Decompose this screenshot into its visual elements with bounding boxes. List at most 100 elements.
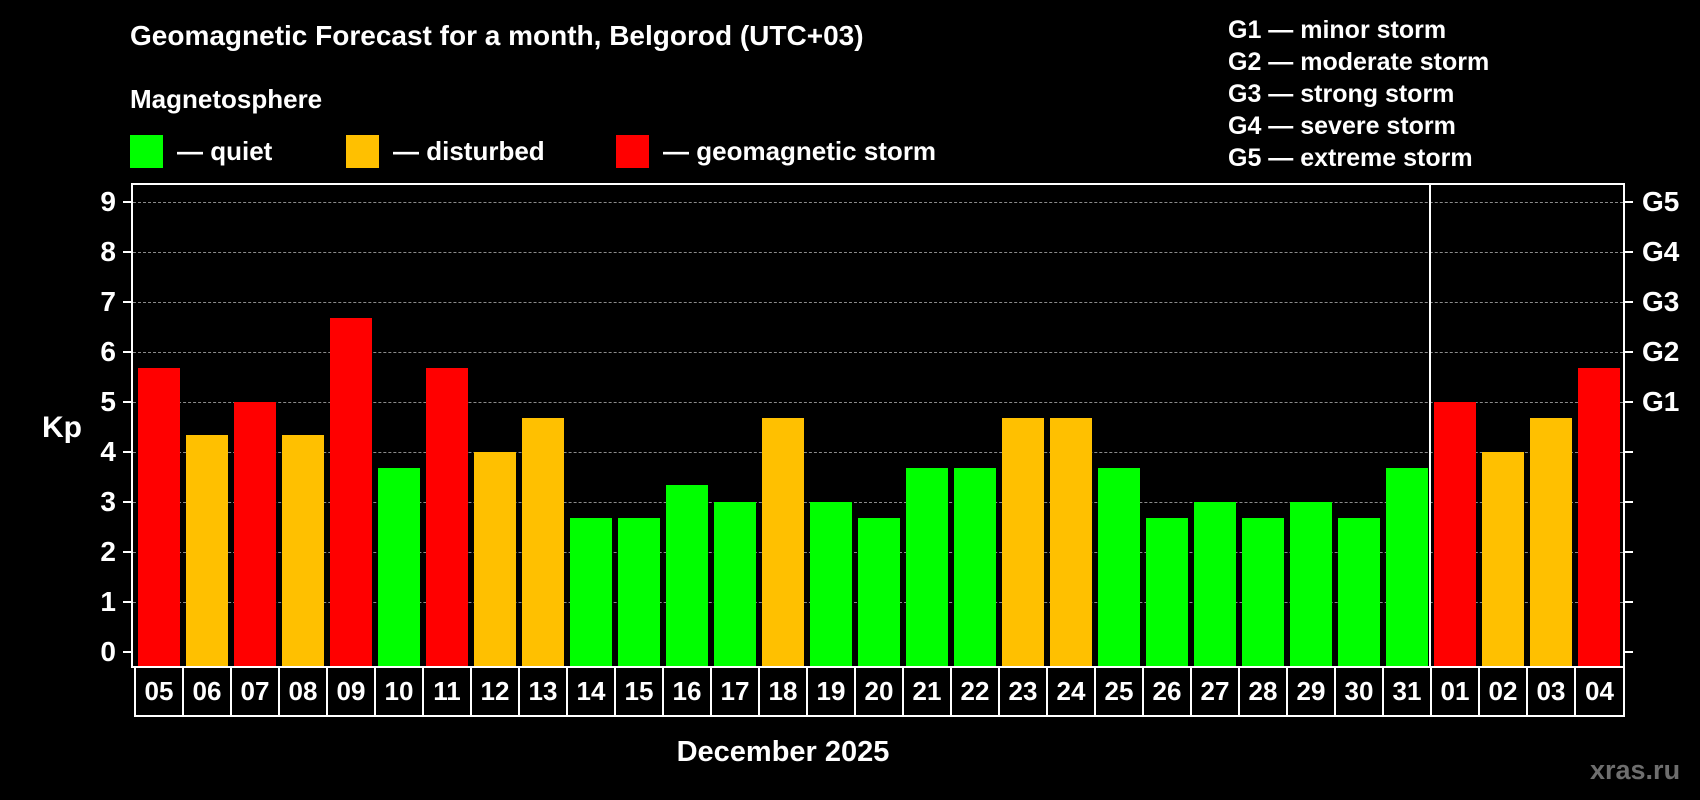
date-label: 30 bbox=[1336, 667, 1384, 715]
date-label: 06 bbox=[184, 667, 232, 715]
legend-label: — quiet bbox=[177, 136, 273, 166]
y-tick-label: 5 bbox=[100, 386, 116, 417]
bar-24 bbox=[1050, 418, 1092, 668]
right-tick bbox=[1625, 301, 1633, 303]
storm-scale-g5: G5 — extreme storm bbox=[1228, 144, 1473, 172]
date-label: 07 bbox=[232, 667, 280, 715]
date-label: 24 bbox=[1048, 667, 1096, 715]
bar-13 bbox=[522, 418, 564, 668]
right-tick bbox=[1625, 401, 1633, 403]
date-label: 05 bbox=[136, 667, 184, 715]
date-label: 08 bbox=[280, 667, 328, 715]
date-label: 15 bbox=[616, 667, 664, 715]
date-label: 09 bbox=[328, 667, 376, 715]
y-tick-label: 3 bbox=[100, 486, 116, 517]
date-label: 20 bbox=[856, 667, 904, 715]
bar-01 bbox=[1434, 402, 1476, 668]
storm-scale-g4: G4 — severe storm bbox=[1228, 112, 1456, 140]
bar-30 bbox=[1338, 518, 1380, 668]
date-label: 01 bbox=[1432, 667, 1480, 715]
bar-20 bbox=[858, 518, 900, 668]
storm-swatch bbox=[616, 135, 649, 168]
bar-10 bbox=[378, 468, 420, 668]
bar-11 bbox=[426, 368, 468, 668]
legend-item-storm: — geomagnetic storm bbox=[616, 135, 936, 168]
date-label: 17 bbox=[712, 667, 760, 715]
y-tick-label: 0 bbox=[100, 636, 116, 667]
date-label: 31 bbox=[1384, 667, 1432, 715]
date-label: 26 bbox=[1144, 667, 1192, 715]
chart-title: Geomagnetic Forecast for a month, Belgor… bbox=[130, 20, 864, 51]
storm-level-label: G5 bbox=[1642, 186, 1680, 217]
date-label: 14 bbox=[568, 667, 616, 715]
right-tick bbox=[1625, 501, 1633, 503]
y-tick bbox=[123, 201, 131, 203]
storm-scale-g2: G2 — moderate storm bbox=[1228, 48, 1490, 76]
date-label: 25 bbox=[1096, 667, 1144, 715]
date-axis: 05 06 07 08 09 10 11 12 13 14 15 16 17 18 19 20 21 22 23 24… bbox=[134, 667, 1625, 717]
bar-12 bbox=[474, 452, 516, 668]
right-tick bbox=[1625, 651, 1633, 653]
legend-heading: Magnetosphere bbox=[130, 84, 323, 114]
date-label: 13 bbox=[520, 667, 568, 715]
bar-08 bbox=[282, 435, 324, 668]
bar-23 bbox=[1002, 418, 1044, 668]
date-label: 03 bbox=[1528, 667, 1576, 715]
y-tick-label: 4 bbox=[100, 436, 116, 467]
bar-19 bbox=[810, 502, 852, 668]
y-tick-label: 6 bbox=[100, 336, 116, 367]
date-label: 11 bbox=[424, 667, 472, 715]
date-label: 19 bbox=[808, 667, 856, 715]
bar-04 bbox=[1578, 368, 1620, 668]
bar-07 bbox=[234, 402, 276, 668]
bar-31 bbox=[1386, 468, 1428, 668]
gridline bbox=[133, 502, 1623, 503]
date-label: 22 bbox=[952, 667, 1000, 715]
storm-level-label: G2 bbox=[1642, 336, 1680, 367]
quiet-swatch bbox=[130, 135, 163, 168]
date-label: 04 bbox=[1585, 675, 1614, 706]
bar-26 bbox=[1146, 518, 1188, 668]
gridline bbox=[133, 202, 1623, 203]
y-tick bbox=[123, 351, 131, 353]
bar-15 bbox=[618, 518, 660, 668]
y-tick-label: 7 bbox=[100, 286, 116, 317]
date-label: 23 bbox=[1000, 667, 1048, 715]
bar-03 bbox=[1530, 418, 1572, 668]
bar-17 bbox=[714, 502, 756, 668]
y-tick bbox=[123, 651, 131, 653]
date-label: 21 bbox=[904, 667, 952, 715]
right-tick bbox=[1625, 351, 1633, 353]
date-label: 29 bbox=[1288, 667, 1336, 715]
bar-18 bbox=[762, 418, 804, 668]
gridline bbox=[133, 302, 1623, 303]
date-label: 10 bbox=[376, 667, 424, 715]
bar-22 bbox=[954, 468, 996, 668]
y-tick-label: 9 bbox=[100, 186, 116, 217]
gridline bbox=[133, 252, 1623, 253]
y-tick bbox=[123, 501, 131, 503]
date-label: 27 bbox=[1192, 667, 1240, 715]
bar-27 bbox=[1194, 502, 1236, 668]
y-tick bbox=[123, 551, 131, 553]
right-tick bbox=[1625, 451, 1633, 453]
bar-06 bbox=[186, 435, 228, 668]
right-tick bbox=[1625, 251, 1633, 253]
legend-label: — geomagnetic storm bbox=[663, 136, 937, 166]
storm-level-label: G4 bbox=[1642, 236, 1680, 267]
y-tick bbox=[123, 251, 131, 253]
y-tick bbox=[123, 601, 131, 603]
y-tick bbox=[123, 451, 131, 453]
storm-scale-g1: G1 — minor storm bbox=[1228, 16, 1447, 44]
x-axis-label: December 2025 bbox=[676, 736, 890, 768]
watermark: xras.ru bbox=[1590, 755, 1681, 785]
bar-28 bbox=[1242, 518, 1284, 668]
legend-label: — disturbed bbox=[393, 136, 545, 166]
storm-level-label: G1 bbox=[1642, 386, 1680, 417]
date-label: 28 bbox=[1240, 667, 1288, 715]
month-separator bbox=[1429, 183, 1431, 668]
disturbed-swatch bbox=[346, 135, 379, 168]
date-label: 16 bbox=[664, 667, 712, 715]
gridline bbox=[133, 352, 1623, 353]
plot-area bbox=[131, 183, 1625, 668]
